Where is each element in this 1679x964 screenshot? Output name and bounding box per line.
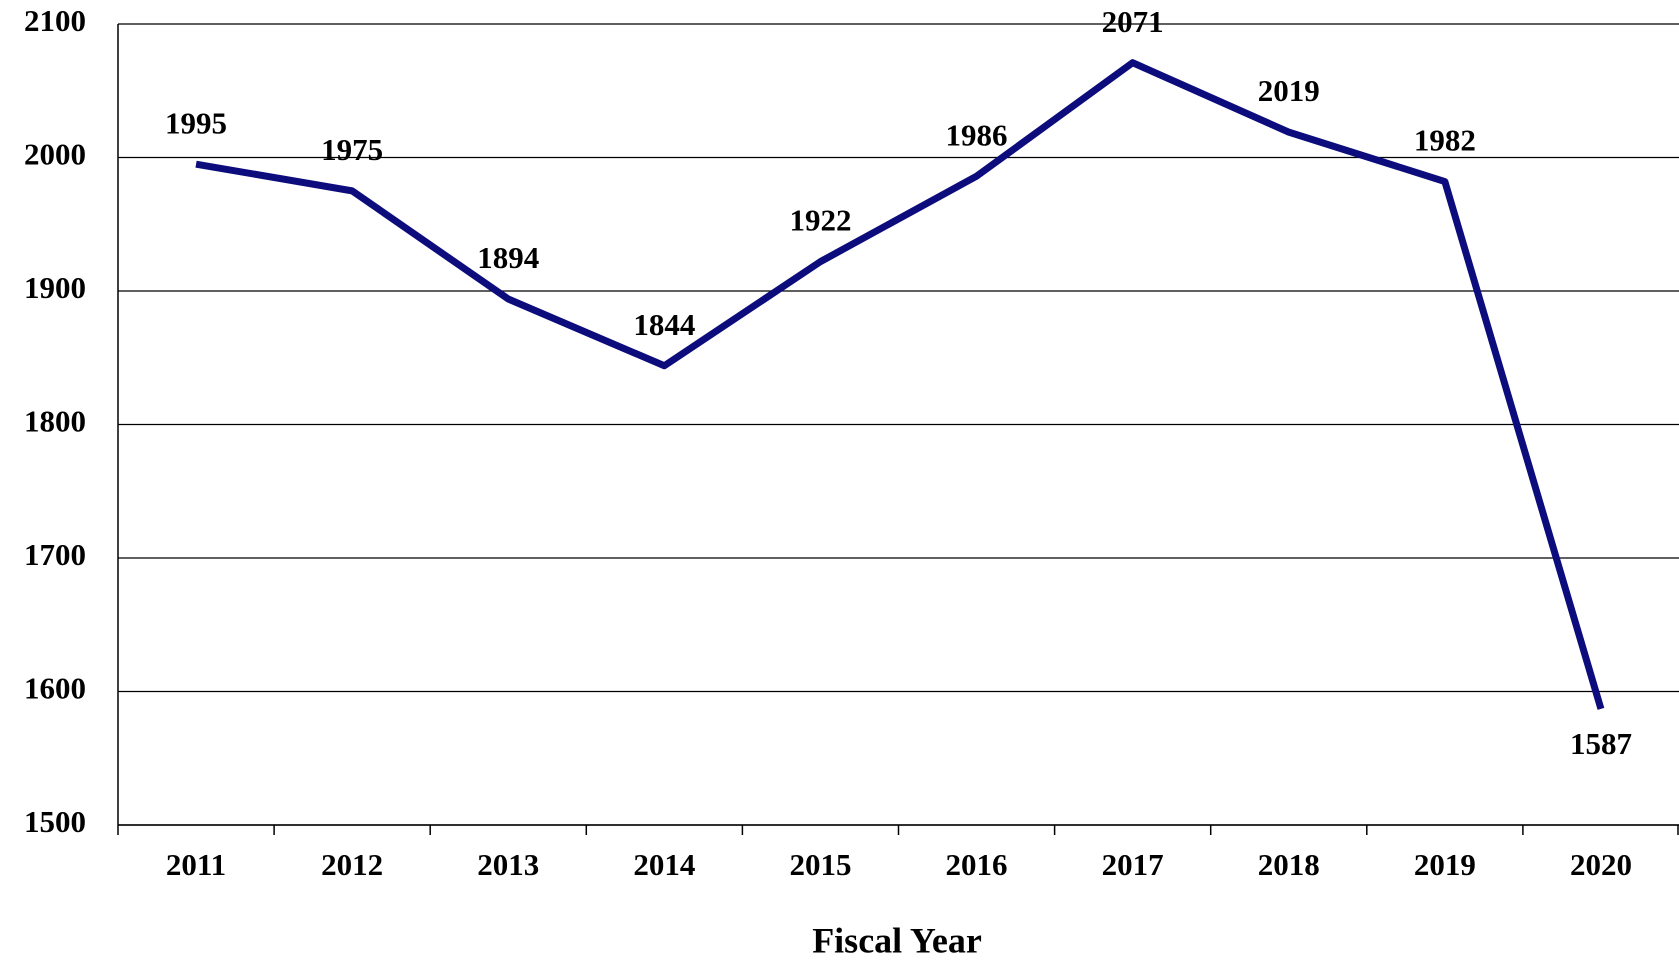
x-tick-label: 2015 [789,847,851,882]
data-label: 2071 [1102,4,1164,39]
y-tick-label: 2000 [24,137,86,172]
y-tick-label: 1500 [24,804,86,839]
y-tick-label: 1600 [24,671,86,706]
x-tick-label: 2017 [1102,847,1164,882]
x-tick-label: 2018 [1258,847,1320,882]
data-label: 1975 [321,132,383,167]
data-label: 1982 [1414,123,1476,158]
x-tick-label: 2019 [1414,847,1476,882]
y-tick-label: 1700 [24,537,86,572]
x-tick-label: 2020 [1570,847,1632,882]
x-tick-label: 2014 [633,847,695,882]
line [195,59,1605,710]
data-label: 1986 [946,117,1008,152]
data-label: 1922 [789,203,851,238]
data-label: 1894 [477,240,539,275]
y-tick-label: 2100 [24,3,86,38]
x-axis-title: Fiscal Year [812,920,982,960]
y-tick-label: 1900 [24,270,86,305]
y-tick-label: 1800 [24,404,86,439]
data-label: 1844 [633,307,695,342]
x-tick-label: 2013 [477,847,539,882]
x-tick-label: 2016 [946,847,1008,882]
data-label: 1995 [165,105,227,140]
x-tick-label: 2011 [166,847,226,882]
data-label: 2019 [1258,73,1320,108]
data-label: 1587 [1570,726,1632,761]
x-tick-label: 2012 [321,847,383,882]
